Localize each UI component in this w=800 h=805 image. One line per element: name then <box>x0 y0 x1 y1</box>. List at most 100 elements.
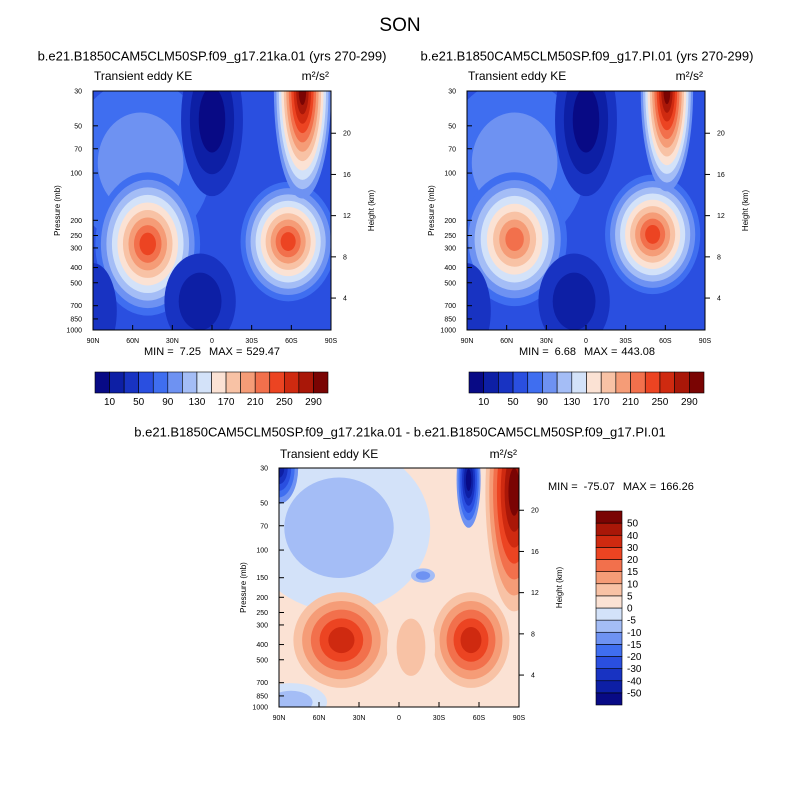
contour-fill <box>93 263 117 330</box>
min-max: MIN = -75.07 MAX = 166.26 <box>548 481 694 493</box>
x-tick-label: 30N <box>353 715 366 722</box>
colorbar-label: -30 <box>627 664 642 675</box>
colorbar-box <box>674 371 690 394</box>
y-axis-label: Pressure (mb) <box>53 185 62 236</box>
colorbar-box <box>595 534 623 548</box>
colorbar-box <box>595 571 623 585</box>
colorbar-box <box>152 371 169 394</box>
colorbar-label: 250 <box>276 397 293 408</box>
contour-fill <box>279 690 313 707</box>
y2-tick-label: 12 <box>343 213 351 220</box>
colorbar-box <box>595 607 623 621</box>
colorbar-box <box>595 522 623 536</box>
y-tick-label: 50 <box>74 123 82 130</box>
contour-fill <box>552 272 596 330</box>
contour-fill <box>139 232 157 256</box>
colorbar-box <box>595 692 623 706</box>
y2-tick-label: 16 <box>343 172 351 179</box>
x-tick-label: 0 <box>584 338 588 345</box>
y2-tick-label: 20 <box>343 131 351 138</box>
y-axis-label: Pressure (mb) <box>239 562 248 613</box>
y-tick-label: 70 <box>74 146 82 153</box>
y-tick-label: 400 <box>70 265 82 272</box>
y-tick-label: 70 <box>260 523 268 530</box>
colorbar-box <box>689 371 705 394</box>
contour-fill <box>279 468 285 478</box>
x-tick-label: 90S <box>699 338 712 345</box>
contour-field <box>279 468 519 707</box>
y2-axis-label: Height (km) <box>555 566 564 608</box>
y-tick-label: 30 <box>74 89 82 96</box>
y-tick-label: 50 <box>260 500 268 507</box>
x-tick-label: 0 <box>397 715 401 722</box>
max-label: MAX = <box>584 346 617 358</box>
colorbar-label: 130 <box>189 397 206 408</box>
colorbar-label: -40 <box>627 676 642 687</box>
contour-fill <box>465 468 472 491</box>
colorbar-box <box>167 371 183 394</box>
min-value: 7.25 <box>180 346 201 358</box>
y-tick-label: 100 <box>70 171 82 178</box>
colorbar-label: 290 <box>305 397 322 408</box>
colorbar-label: 210 <box>247 397 264 408</box>
max-value: 529.47 <box>246 346 280 358</box>
y-tick-label: 250 <box>444 233 456 240</box>
y-tick-label: 100 <box>444 171 456 178</box>
contour-fill <box>280 232 296 252</box>
colorbar-label: 0 <box>627 604 633 615</box>
colorbar-box <box>182 371 198 394</box>
x-tick-label: 30N <box>540 338 553 345</box>
colorbar-box <box>615 371 631 394</box>
x-tick-label: 30S <box>245 338 258 345</box>
y-tick-label: 700 <box>444 303 456 310</box>
y2-tick-label: 8 <box>717 254 721 261</box>
colorbar-label: 50 <box>627 519 639 530</box>
y-tick-label: 300 <box>256 622 268 629</box>
contour-fill <box>284 477 394 578</box>
colorbar-label: 130 <box>563 397 580 408</box>
y-tick-label: 70 <box>448 146 456 153</box>
colorbar-label: 10 <box>104 397 116 408</box>
colorbar-label: 5 <box>627 591 633 602</box>
y-axis-label: Pressure (mb) <box>427 185 436 236</box>
colorbar-label: 20 <box>627 555 639 566</box>
y2-tick-label: 4 <box>343 296 347 303</box>
colorbar-label: 290 <box>681 397 698 408</box>
y2-axis-label: Height (km) <box>367 189 376 231</box>
y2-tick-label: 20 <box>531 508 539 515</box>
figure-title: SON <box>379 15 420 36</box>
colorbar-box <box>595 631 623 645</box>
colorbar-box <box>595 583 623 597</box>
colorbar-label: 30 <box>627 543 639 554</box>
colorbar-box <box>595 595 623 609</box>
x-tick-label: 90N <box>87 338 100 345</box>
y2-tick-label: 4 <box>717 296 721 303</box>
y-tick-label: 500 <box>256 657 268 664</box>
y2-tick-label: 20 <box>717 131 725 138</box>
colorbar-label: 170 <box>218 397 235 408</box>
colorbar-box <box>542 371 558 394</box>
y-tick-label: 30 <box>260 466 268 473</box>
colorbar-box <box>94 371 110 394</box>
y-tick-label: 100 <box>256 548 268 555</box>
min-label: MIN = <box>519 346 549 358</box>
colorbar-box <box>595 644 623 657</box>
contour-fill <box>505 227 524 251</box>
colorbar-label: 10 <box>627 579 639 590</box>
colorbar-box <box>123 371 139 394</box>
colorbar-box <box>595 680 623 694</box>
colorbar-box <box>630 371 646 394</box>
colorbar-box <box>211 371 227 394</box>
plot-title: b.e21.B1850CAM5CLM50SP.f09_g17.PI.01 (yr… <box>421 48 754 63</box>
y-tick-label: 400 <box>444 265 456 272</box>
y-tick-label: 50 <box>448 123 456 130</box>
colorbar-box <box>483 371 499 394</box>
colorbar-label: -10 <box>627 628 642 639</box>
left-string: Transient eddy KE <box>468 69 566 83</box>
y2-tick-label: 16 <box>717 172 725 179</box>
colorbar-box <box>498 371 514 394</box>
y-tick-label: 700 <box>70 303 82 310</box>
min-label: MIN = <box>144 346 174 358</box>
colorbar-box <box>600 371 617 394</box>
